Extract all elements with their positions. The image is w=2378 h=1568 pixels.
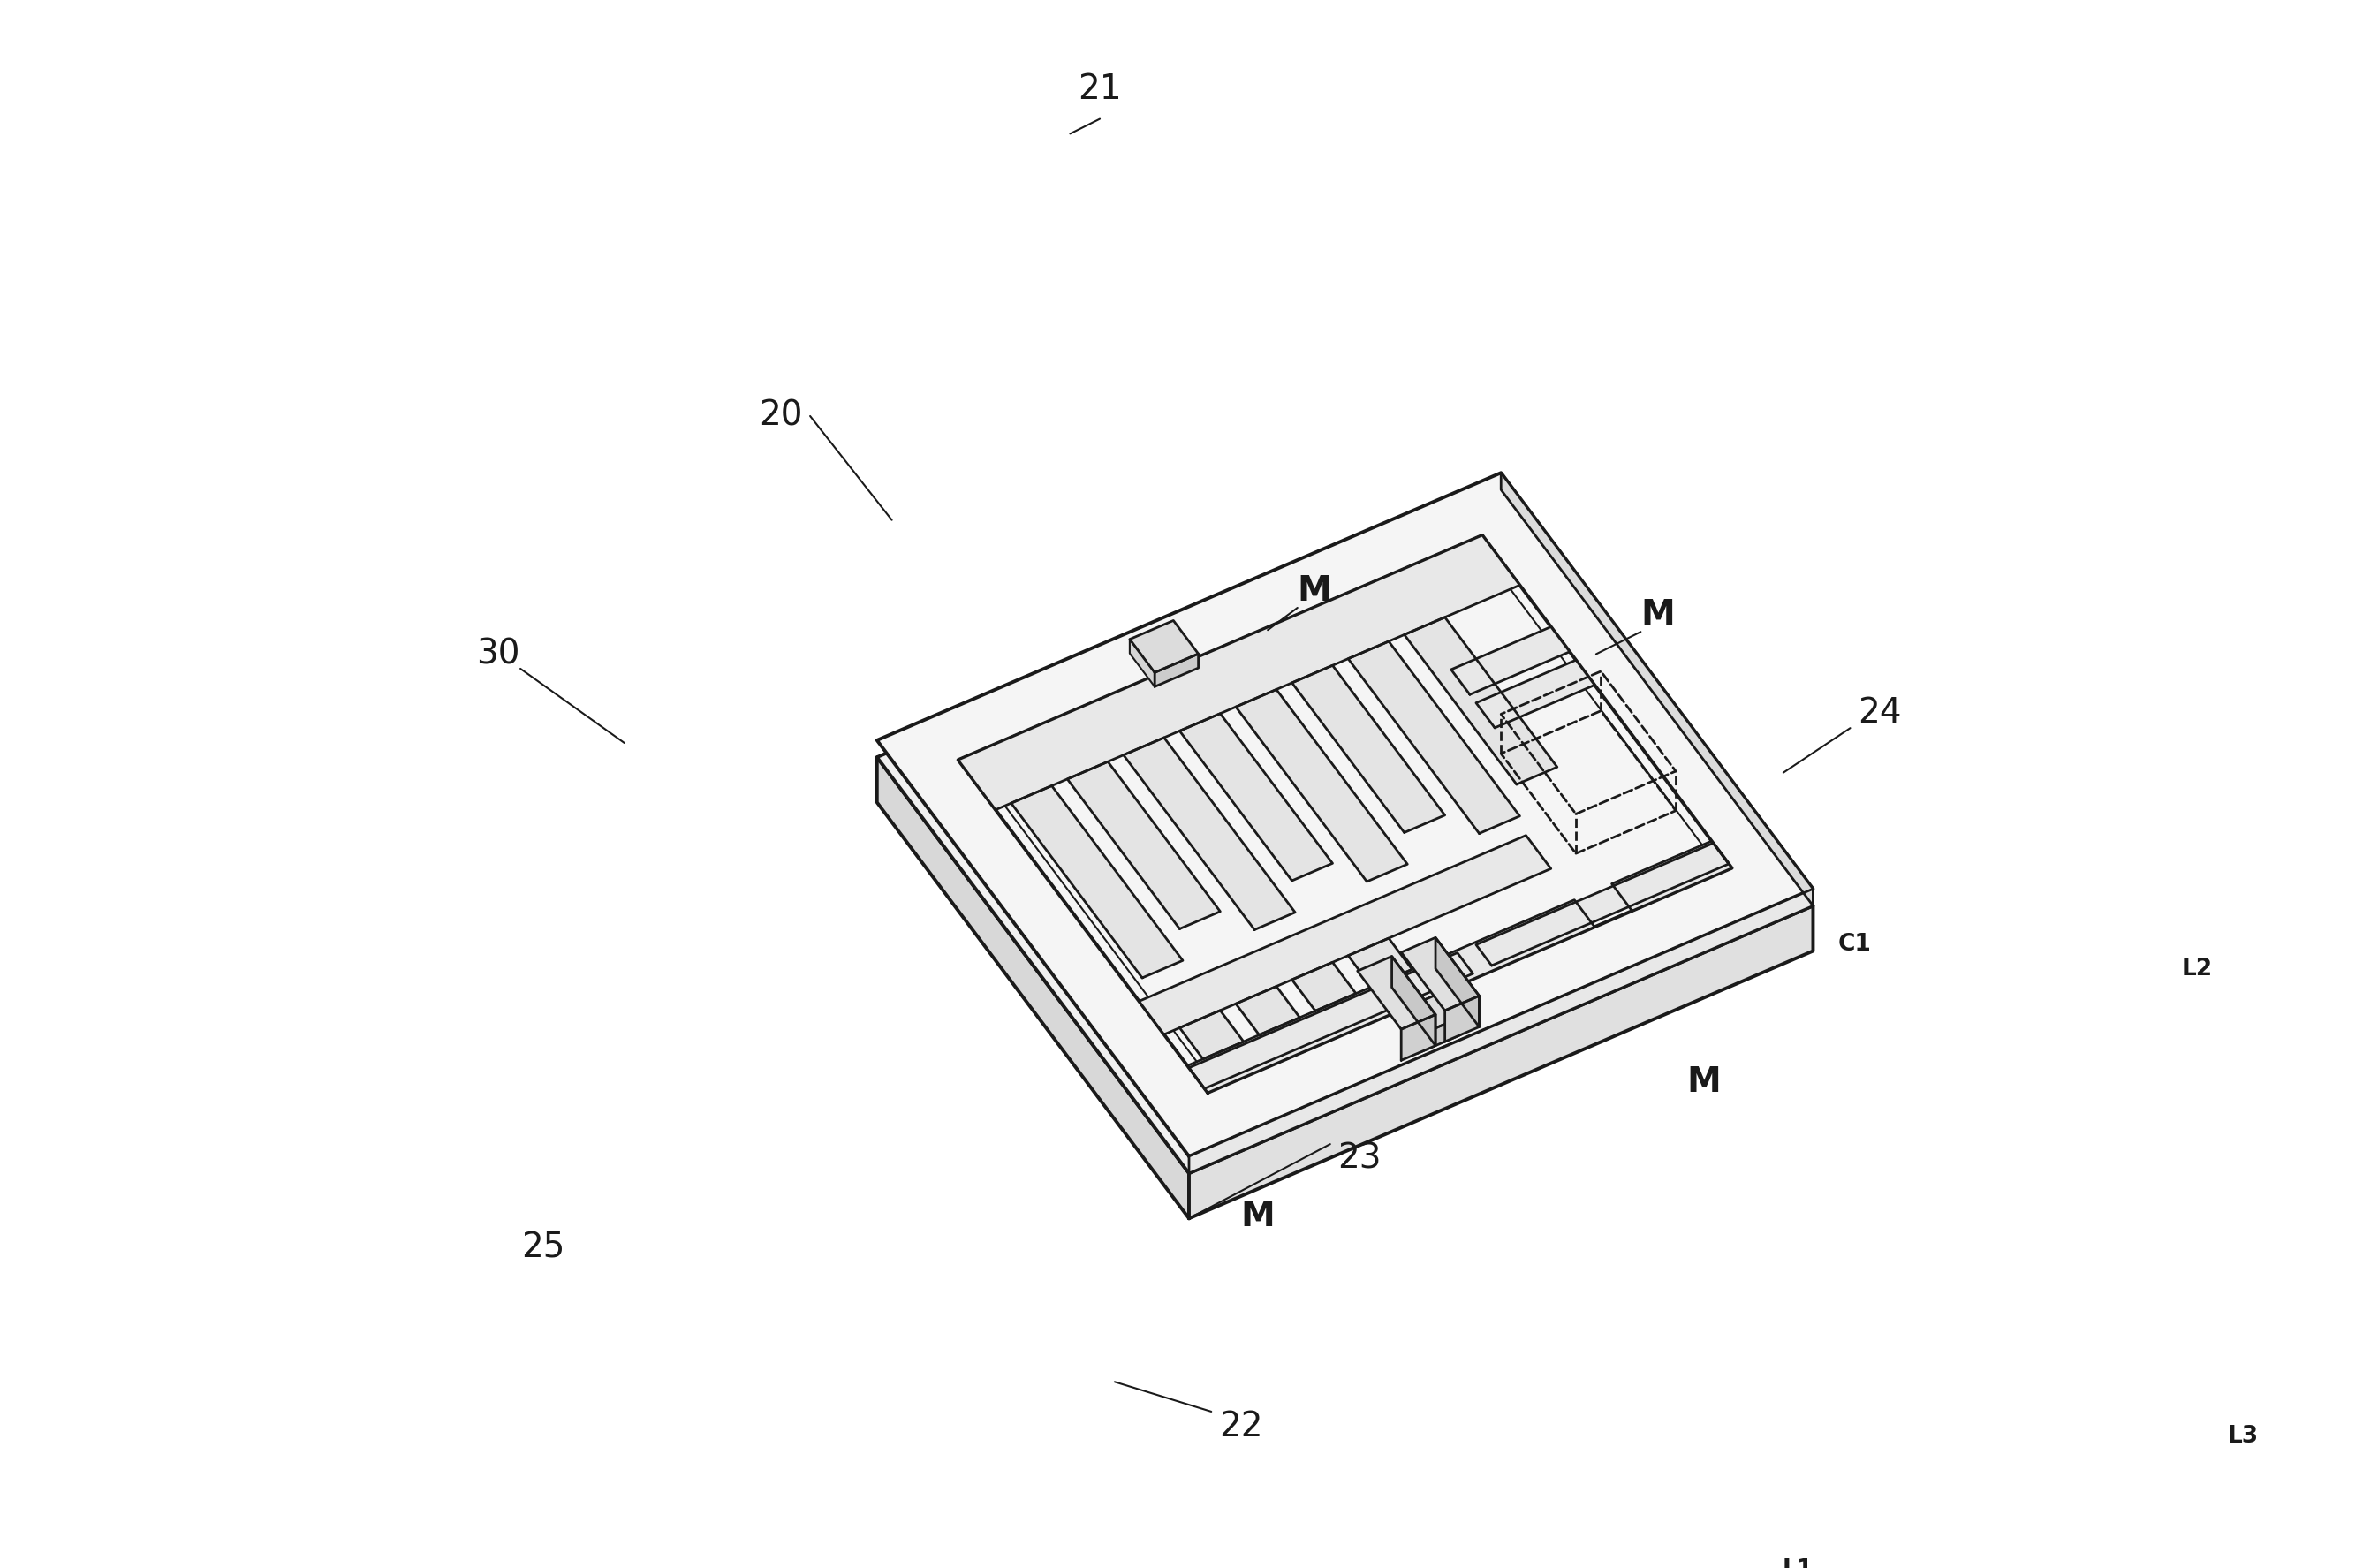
Polygon shape xyxy=(1187,900,1596,1093)
Polygon shape xyxy=(1612,840,1731,911)
Polygon shape xyxy=(1237,986,1301,1035)
Polygon shape xyxy=(1179,713,1332,881)
Text: L1: L1 xyxy=(1781,1559,1812,1568)
Text: 21: 21 xyxy=(1077,72,1122,107)
Polygon shape xyxy=(877,474,1812,1156)
Polygon shape xyxy=(1348,938,1413,986)
Text: M: M xyxy=(1641,597,1674,632)
Polygon shape xyxy=(1358,956,1436,1029)
Text: 20: 20 xyxy=(759,400,804,433)
Polygon shape xyxy=(1436,938,1479,1027)
Text: 22: 22 xyxy=(1218,1410,1263,1443)
Polygon shape xyxy=(1130,640,1156,687)
Polygon shape xyxy=(1179,1010,1244,1058)
Text: C1: C1 xyxy=(1838,933,1871,956)
Text: M: M xyxy=(1298,574,1332,607)
Polygon shape xyxy=(1068,762,1220,928)
Polygon shape xyxy=(1401,938,1479,1010)
Polygon shape xyxy=(1398,993,1460,1036)
Polygon shape xyxy=(877,489,1812,1173)
Text: 23: 23 xyxy=(1336,1142,1382,1176)
Polygon shape xyxy=(1391,956,1436,1046)
Polygon shape xyxy=(1156,654,1199,687)
Polygon shape xyxy=(1446,996,1479,1041)
Polygon shape xyxy=(1189,906,1812,1218)
Polygon shape xyxy=(1501,474,1812,906)
Polygon shape xyxy=(1451,627,1569,695)
Text: 24: 24 xyxy=(1857,696,1902,731)
Polygon shape xyxy=(1237,690,1408,881)
Polygon shape xyxy=(1189,889,1812,1173)
Polygon shape xyxy=(1291,665,1446,833)
Polygon shape xyxy=(1417,1018,1460,1054)
Polygon shape xyxy=(1477,660,1596,728)
Polygon shape xyxy=(1401,1014,1436,1060)
Polygon shape xyxy=(1291,963,1355,1011)
Text: M: M xyxy=(1686,1066,1722,1099)
Polygon shape xyxy=(1405,618,1558,784)
Text: 25: 25 xyxy=(521,1231,566,1265)
Text: 30: 30 xyxy=(476,637,518,671)
Text: L2: L2 xyxy=(2181,956,2212,980)
Polygon shape xyxy=(1477,844,1729,966)
Polygon shape xyxy=(1130,621,1199,673)
Polygon shape xyxy=(1348,641,1520,834)
Polygon shape xyxy=(1122,737,1296,930)
Text: L3: L3 xyxy=(2228,1425,2259,1447)
Polygon shape xyxy=(1139,836,1550,1035)
Polygon shape xyxy=(1189,953,1472,1088)
Polygon shape xyxy=(877,757,1189,1218)
Polygon shape xyxy=(958,535,1520,809)
Polygon shape xyxy=(1011,786,1182,978)
Text: M: M xyxy=(1241,1200,1275,1232)
